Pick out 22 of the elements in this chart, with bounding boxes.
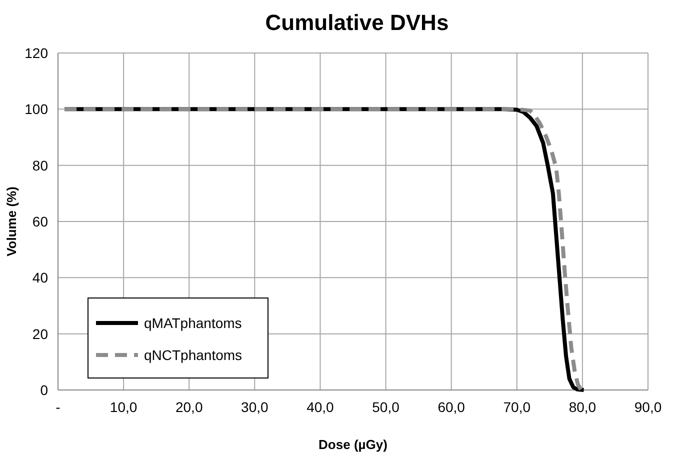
y-tick-label: 60 xyxy=(32,214,48,230)
x-tick-label: - xyxy=(56,399,61,415)
x-tick-label: 20,0 xyxy=(175,399,203,415)
y-axis-title: Volume (%) xyxy=(4,186,19,256)
y-tick-label: 120 xyxy=(24,45,48,61)
x-tick-label: 60,0 xyxy=(438,399,466,415)
x-tick-label: 40,0 xyxy=(306,399,334,415)
y-tick-label: 40 xyxy=(32,270,48,286)
y-tick-label: 20 xyxy=(32,326,48,342)
y-tick-label: 80 xyxy=(32,157,48,174)
x-tick-label: 50,0 xyxy=(372,399,400,415)
x-tick-label: 30,0 xyxy=(241,399,269,415)
legend-label: qNCTphantoms xyxy=(144,347,242,363)
y-tick-label: 100 xyxy=(24,101,48,118)
y-tick-label: 0 xyxy=(40,382,48,398)
chart-title: Cumulative DVHs xyxy=(265,10,449,35)
x-axis-title: Dose (µGy) xyxy=(318,437,388,452)
x-tick-label: 80,0 xyxy=(568,399,596,415)
legend-label: qMATphantoms xyxy=(144,315,242,331)
x-tick-label: 70,0 xyxy=(503,399,531,415)
x-tick-label: 90,0 xyxy=(634,399,662,415)
x-tick-label: 10,0 xyxy=(110,399,138,415)
